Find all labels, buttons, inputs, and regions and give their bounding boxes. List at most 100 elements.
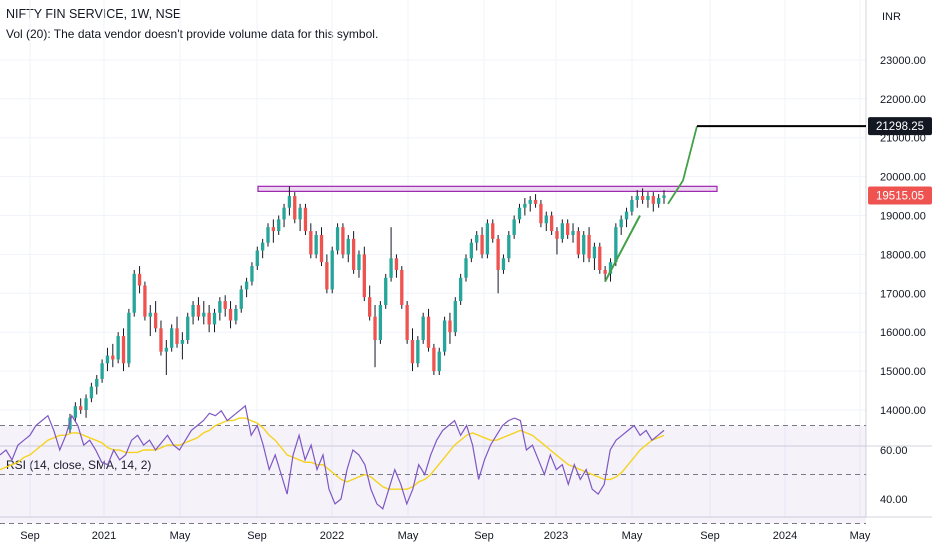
candle-body xyxy=(287,196,292,208)
candle-body xyxy=(271,227,276,232)
time-tick-label: May xyxy=(398,530,419,542)
candle-body xyxy=(523,203,527,208)
candle-body xyxy=(630,199,634,212)
candle-body xyxy=(95,378,99,387)
price-tick-label: 16000.00 xyxy=(880,327,926,339)
candle-body xyxy=(587,234,591,259)
candle-body xyxy=(480,234,484,255)
price-tick-label: 22000.00 xyxy=(880,94,926,106)
candle-body xyxy=(148,312,152,317)
candle-body xyxy=(603,269,607,274)
candle-body xyxy=(121,336,126,364)
time-tick-label: 2024 xyxy=(773,530,797,542)
time-tick-label: 2022 xyxy=(320,530,344,542)
candle-body xyxy=(351,238,356,270)
time-tick-label: 2023 xyxy=(544,530,568,542)
candle-body xyxy=(571,231,575,235)
price-tick-label: 14000.00 xyxy=(880,405,926,417)
candle-body xyxy=(277,219,281,232)
candle-body xyxy=(496,238,500,270)
candle-body xyxy=(592,246,597,259)
candle-body xyxy=(368,297,372,317)
projection-path xyxy=(667,125,698,205)
candle-body xyxy=(651,196,655,204)
candle-body xyxy=(202,312,206,317)
candle-body xyxy=(218,301,222,313)
candle-body xyxy=(608,262,613,274)
price-tick-label: 17000.00 xyxy=(880,288,926,300)
time-tick-label: May xyxy=(170,530,191,542)
candle-body xyxy=(127,312,131,364)
candle-body xyxy=(619,219,623,228)
price-tick-label: 15000.00 xyxy=(880,366,926,378)
resistance-zone xyxy=(257,185,718,192)
currency-label: INR xyxy=(882,11,901,23)
candle-body xyxy=(464,258,468,278)
candle-body xyxy=(100,363,104,379)
candle-body xyxy=(346,238,350,255)
target-price-label: 21298.25 xyxy=(876,121,924,133)
time-tick-label: Sep xyxy=(474,530,494,542)
candle-body xyxy=(164,347,168,352)
chart-title: NIFTY FIN SERVICE, 1W, NSE xyxy=(6,7,182,21)
last-price-badge xyxy=(868,186,932,205)
candle-body xyxy=(501,258,506,270)
last-price-label: 19515.05 xyxy=(876,190,924,202)
rsi-line xyxy=(0,404,665,510)
candle-body xyxy=(555,231,559,239)
candle-body xyxy=(416,339,420,364)
candle-body xyxy=(79,406,83,410)
candle-body xyxy=(362,254,366,298)
rsi-sma-line xyxy=(0,417,665,490)
candle-body xyxy=(544,215,548,224)
candle-body xyxy=(170,328,174,348)
candle-body xyxy=(186,316,190,340)
candle-body xyxy=(132,273,136,313)
volume-note: Vol (20): The data vendor doesn't provid… xyxy=(6,27,379,41)
rsi-tick-label: 60.00 xyxy=(880,445,908,457)
candle-body xyxy=(507,234,511,259)
candle-body xyxy=(528,199,532,204)
price-tick-label: 20000.00 xyxy=(880,172,926,184)
rsi-legend: RSI (14, close, SMA, 14, 2) xyxy=(6,458,152,472)
candle-body xyxy=(223,301,227,309)
candle-body xyxy=(335,227,340,251)
time-tick-label: Sep xyxy=(700,530,720,542)
candle-body xyxy=(640,196,645,200)
candle-body xyxy=(111,355,115,360)
candle-body xyxy=(239,289,243,309)
candle-body xyxy=(646,196,650,200)
candle-body xyxy=(260,242,265,251)
target-price-badge xyxy=(868,117,932,136)
price-tick-label: 21000.00 xyxy=(880,133,926,145)
time-tick-label: Sep xyxy=(20,530,40,542)
candle-body xyxy=(485,223,490,255)
candle-body xyxy=(405,304,409,340)
candle-body xyxy=(212,312,217,325)
candle-body xyxy=(341,227,345,255)
candle-body xyxy=(196,304,201,317)
candle-body xyxy=(458,277,463,302)
candle-body xyxy=(143,285,147,317)
candle-body xyxy=(303,207,308,232)
candle-body xyxy=(517,207,522,220)
candle-body xyxy=(656,197,661,204)
candle-body xyxy=(73,406,78,418)
candle-body xyxy=(533,199,538,204)
rsi-tick-label: 40.00 xyxy=(880,494,908,506)
candle-body xyxy=(234,308,238,321)
candle-body xyxy=(250,266,254,282)
candle-body xyxy=(255,250,259,267)
candle-body xyxy=(576,231,581,255)
candle-body xyxy=(539,203,543,224)
candle-body xyxy=(614,227,618,263)
candle-body xyxy=(560,223,564,239)
candle-body xyxy=(228,308,233,321)
time-tick-label: May xyxy=(622,530,643,542)
candle-body xyxy=(410,339,415,364)
candle-body xyxy=(448,320,452,333)
candle-body xyxy=(84,398,88,410)
candle-body xyxy=(662,195,666,198)
candle-body xyxy=(437,351,441,372)
